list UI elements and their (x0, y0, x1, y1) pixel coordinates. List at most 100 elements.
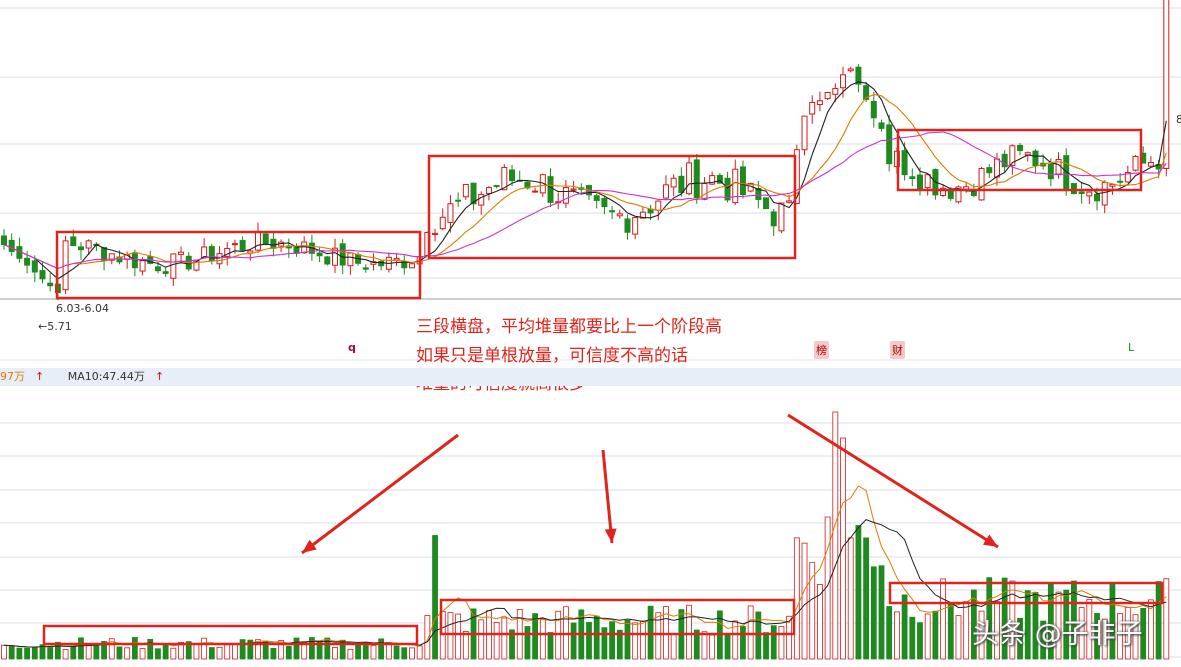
candle-body (408, 263, 415, 269)
volume-bar (116, 646, 123, 660)
volume-bar (493, 622, 500, 660)
volume-bar (47, 645, 54, 660)
volume-bar (532, 613, 539, 660)
consolidation-box (55, 230, 422, 300)
candle-body (462, 183, 469, 198)
candle-body (24, 257, 31, 266)
candle-body (886, 124, 893, 165)
volume-bar (255, 639, 261, 660)
volume-bar (193, 643, 200, 660)
volume-bars (1, 411, 1170, 660)
arrow-shaft (601, 449, 614, 544)
volume-bar (709, 634, 716, 660)
volume-bar (893, 611, 900, 660)
consolidation-box (439, 598, 796, 636)
candle-body (524, 181, 531, 189)
volume-bar (393, 645, 400, 660)
volume-bar (616, 629, 623, 660)
volume-bar (855, 525, 862, 660)
marker-L[interactable]: L (1128, 341, 1135, 354)
consolidation-box (888, 581, 1164, 605)
volume-bar (740, 626, 746, 660)
volume-bar (840, 437, 846, 660)
volume-bar (39, 644, 46, 660)
volume-bar (601, 627, 608, 660)
candle-body (77, 246, 84, 251)
candle-body (501, 166, 508, 191)
candle-body (1086, 191, 1093, 197)
volume-bar (1086, 599, 1093, 660)
candle-body (231, 243, 238, 246)
volume-bar (978, 610, 985, 660)
volume-bar (1155, 581, 1162, 660)
volume-bar (778, 626, 785, 660)
candle-body (778, 202, 785, 232)
candle-body (31, 260, 38, 273)
volume-bar (1, 644, 7, 660)
volume-bar (24, 647, 30, 660)
candle-body (570, 188, 577, 191)
candle-body (432, 232, 439, 236)
volume-bar (201, 637, 208, 660)
low-marker-label: ←5.71 (38, 320, 72, 333)
volume-bar (432, 535, 438, 660)
candle-body (455, 199, 462, 202)
volume-bar (747, 605, 754, 660)
volume-bar (901, 594, 908, 660)
candle-body (393, 257, 400, 261)
volume-bar (308, 637, 315, 660)
candle-body (1032, 150, 1039, 167)
volume-ma5-label: 97万 ↑ (0, 370, 45, 383)
volume-bar (755, 611, 762, 660)
volume-bar (93, 644, 100, 660)
marker-q[interactable]: q (348, 341, 356, 354)
volume-bar (763, 632, 769, 660)
volume-bar (570, 622, 577, 660)
marker-cai[interactable]: 财 (890, 341, 905, 359)
volume-bar (285, 645, 292, 660)
candle-body (1070, 183, 1077, 194)
candle-body (709, 175, 716, 185)
candle-body (293, 246, 300, 254)
volume-bar (1148, 599, 1154, 660)
candle-body (824, 92, 831, 100)
candle-body (763, 197, 770, 210)
volume-bar (347, 648, 354, 660)
candle-body (770, 211, 777, 227)
volume-bar (462, 631, 469, 660)
candle-body (447, 203, 454, 223)
candle-body (701, 183, 708, 200)
range-marker-label: 6.03-6.04 (56, 302, 109, 315)
candle-body (1094, 193, 1101, 202)
volume-bar (208, 647, 215, 660)
volume-ma10-label: MA10:47.44万 ↑ (67, 370, 165, 383)
volume-bar (624, 619, 631, 660)
volume-bar (409, 647, 415, 660)
candle-body (693, 159, 700, 199)
volume-bar (878, 565, 885, 660)
candle-body (1101, 181, 1108, 206)
volume-bar (801, 542, 808, 660)
volume-bar (16, 647, 23, 660)
candle-body (816, 100, 823, 105)
volume-bar (31, 647, 38, 660)
candle-body (993, 158, 1000, 178)
volume-bar (724, 634, 731, 660)
candle-body (739, 166, 746, 196)
volume-bar (932, 610, 939, 660)
volume-bar (324, 637, 331, 660)
candle-body (1163, 0, 1170, 169)
candle-body (678, 175, 685, 193)
volume-bar (278, 640, 285, 660)
volume-bar (185, 641, 192, 660)
candle-body (724, 177, 731, 201)
candle-body (1001, 153, 1008, 168)
candle-body (855, 66, 862, 85)
volume-bar (1163, 578, 1170, 660)
annotation-line-2: 如果只是单根放量，可信度不高的话 (416, 346, 688, 366)
volume-ma-legend: 97万 ↑ MA10:47.44万 ↑ (0, 368, 1181, 386)
volume-bar (655, 612, 662, 660)
volume-bar (647, 605, 654, 660)
volume-bar (924, 613, 931, 660)
marker-bang[interactable]: 榜 (814, 341, 829, 359)
